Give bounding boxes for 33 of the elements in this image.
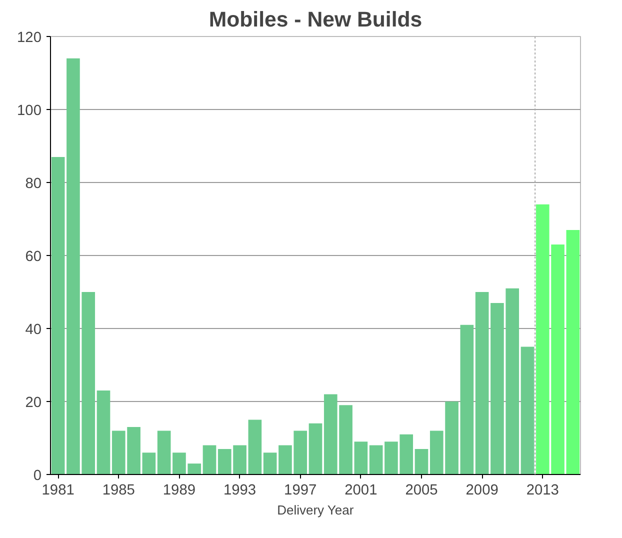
y-tick-label: 100 — [17, 103, 42, 119]
bar — [248, 420, 262, 474]
y-tick-label: 40 — [25, 322, 42, 338]
bar — [520, 346, 534, 474]
x-tick-label: 2013 — [526, 482, 559, 498]
x-tick-label: 1993 — [223, 482, 256, 498]
bar — [308, 423, 322, 474]
x-tick-label: 2009 — [466, 482, 498, 498]
bar — [263, 452, 277, 474]
bar — [354, 442, 368, 474]
bar — [460, 324, 474, 474]
x-tick-label: 1997 — [284, 482, 317, 498]
bar — [142, 452, 156, 474]
x-tick-label: 2001 — [344, 482, 378, 498]
bar — [202, 445, 216, 474]
y-tick-label: 0 — [33, 468, 42, 484]
x-tick-label: 1985 — [102, 482, 135, 498]
bar — [96, 390, 110, 474]
x-axis-title: Delivery Year — [277, 502, 354, 518]
x-tick-label: 2005 — [405, 482, 438, 498]
x-tick-label: 1989 — [162, 482, 196, 498]
y-tick-label: 120 — [17, 30, 42, 46]
bar — [414, 448, 428, 474]
y-tick-label: 60 — [25, 249, 42, 265]
bar — [369, 445, 383, 474]
chart-title: Mobiles - New Builds — [208, 8, 422, 32]
y-tick-label: 80 — [25, 176, 42, 192]
bar — [566, 230, 580, 474]
bar — [475, 292, 489, 474]
x-tick-label: 1981 — [42, 482, 74, 498]
bar — [157, 430, 171, 474]
bar — [51, 156, 65, 474]
y-tick-label: 20 — [25, 395, 42, 411]
